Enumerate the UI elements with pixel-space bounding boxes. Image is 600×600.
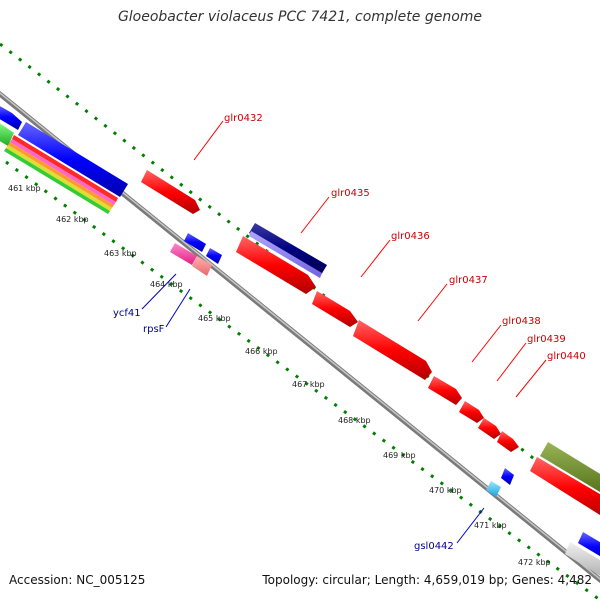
- yellow-stripe-gene: [6, 145, 112, 211]
- gene-red-lower-right: [530, 457, 600, 515]
- gene-glr0439: [459, 401, 484, 423]
- upper-left-genes: [0, 106, 128, 214]
- gene-rpsF-salmon: [192, 256, 212, 276]
- gene-blue-small: [501, 468, 514, 485]
- gene-glr0438: [428, 376, 462, 405]
- accession-text: Accession: NC_005125: [9, 573, 146, 587]
- label-glr0435: glr0435: [331, 188, 370, 199]
- label-glr0440: glr0440: [547, 351, 586, 362]
- leader-rpsF: [165, 288, 191, 328]
- gene-label-leaders: [141, 120, 547, 544]
- tick-label-462: 462 kbp: [56, 215, 89, 224]
- leader-ycf41: [141, 273, 177, 310]
- map-title: Gloeobacter violaceus PCC 7421, complete…: [117, 9, 483, 25]
- genome-summary-text: Topology: circular; Length: 4,659,019 bp…: [262, 573, 592, 587]
- blue-gene-long: [18, 122, 128, 197]
- gene-olive: [540, 442, 600, 492]
- leader-glr0437: [417, 283, 448, 322]
- tick-label-463: 463 kbp: [104, 249, 137, 258]
- red-stripe-gene: [12, 135, 118, 202]
- orange-stripe-gene: [8, 142, 114, 208]
- tick-label-467: 467 kbp: [292, 380, 325, 389]
- label-gsl0442: gsl0442: [414, 541, 454, 552]
- green-stripe-gene: [4, 148, 110, 214]
- gene-glr0437: [353, 320, 432, 380]
- gene-lavender: [249, 231, 322, 278]
- label-glr0432: glr0432: [224, 113, 263, 124]
- tick-label-465: 465 kbp: [198, 314, 231, 323]
- gene-gsl0442: [486, 481, 501, 497]
- gene-ycf41b: [206, 248, 222, 264]
- leader-glr0436: [360, 239, 391, 278]
- gene-rpsF: [170, 243, 197, 265]
- gene-glr0432: [141, 170, 200, 214]
- leader-gsl0442: [456, 507, 485, 544]
- gene-glr0440: [497, 431, 519, 452]
- label-glr0436: glr0436: [391, 231, 430, 242]
- label-rpsF: rpsF: [143, 324, 165, 335]
- leader-glr0439: [496, 342, 527, 382]
- tick-label-466: 466 kbp: [245, 347, 278, 356]
- gene-ycf41: [184, 233, 206, 252]
- label-glr0437: glr0437: [449, 275, 488, 286]
- pink-stripe-gene: [10, 139, 116, 205]
- forward-strand-genes: [141, 170, 600, 515]
- gene-gray-lower-right: [565, 542, 600, 576]
- green-gene-edge: [0, 123, 14, 146]
- label-glr0439: glr0439: [527, 334, 566, 345]
- genome-backbone-highlight: [0, 92, 600, 580]
- label-ycf41: ycf41: [113, 308, 141, 319]
- tick-label-472: 472 kbp: [518, 558, 551, 567]
- leader-glr0432: [193, 120, 224, 161]
- leader-glr0438: [471, 324, 502, 363]
- gene-labels: glr0432 glr0435 glr0436 glr0437 glr0438 …: [113, 113, 586, 552]
- leader-glr0435: [300, 196, 330, 234]
- tick-label-470: 470 kbp: [429, 486, 462, 495]
- gene-glr0436: [312, 291, 358, 327]
- reverse-strand-genes: [170, 233, 600, 576]
- gene-blue-lower-right: [578, 532, 600, 557]
- gene-glr0439b: [478, 418, 501, 439]
- gene-navy: [249, 223, 327, 275]
- tick-label-471: 471 kbp: [474, 521, 507, 530]
- gene-glr0435: [236, 236, 316, 294]
- blue-gene-edge: [0, 106, 22, 130]
- tick-label-468: 468 kbp: [338, 416, 371, 425]
- leader-glr0440: [515, 359, 547, 398]
- tick-label-469: 469 kbp: [383, 451, 416, 460]
- tick-label-461: 461 kbp: [8, 184, 41, 193]
- label-glr0438: glr0438: [502, 316, 541, 327]
